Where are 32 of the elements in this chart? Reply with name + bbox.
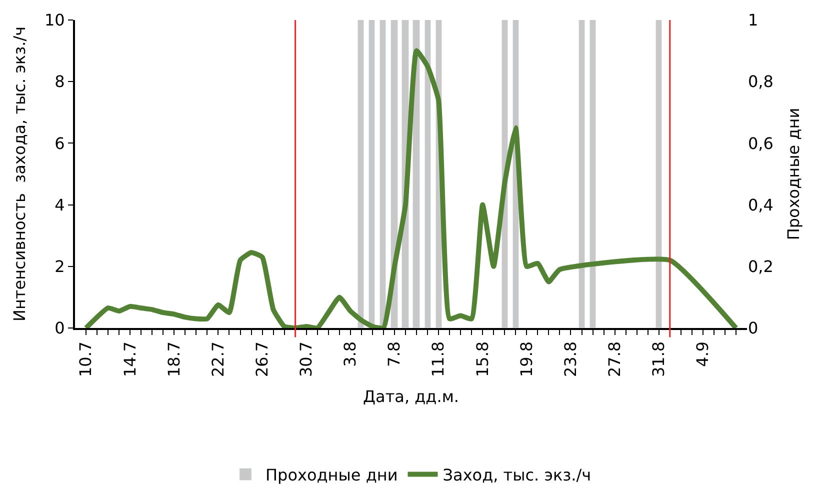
y-tick-label: 2 <box>54 257 65 276</box>
x-tick-label: 14.7 <box>120 341 140 378</box>
x-tick-label: 23.8 <box>560 341 580 378</box>
y-tick-label: 8 <box>54 72 65 92</box>
y-axis-title: Интенсивность захода, тыс. экз./ч <box>10 26 29 322</box>
y2-tick-label: 0,6 <box>748 134 774 153</box>
x-tick-label: 11.8 <box>428 341 448 378</box>
y-tick-label: 0 <box>54 318 65 338</box>
x-tick-label: 22.7 <box>208 341 228 378</box>
y2-tick-label: 0,4 <box>748 195 774 214</box>
y2-axis-title: Проходные дни <box>784 108 804 240</box>
legend-label: Проходные дни <box>266 466 398 484</box>
x-tick-label: 7.8 <box>384 341 404 367</box>
y2-tick-label: 0,8 <box>748 72 774 92</box>
x-tick-label: 27.8 <box>605 341 624 378</box>
y-tick-label: 4 <box>54 195 65 214</box>
legend-label: Заход, тыс. экз./ч <box>442 466 592 484</box>
x-tick-label: 30.7 <box>296 341 316 378</box>
y2-tick-label: 0,2 <box>748 257 774 276</box>
x-tick-label: 3.8 <box>340 341 360 367</box>
x-tick-label: 10.7 <box>76 341 96 378</box>
x-tick-label: 26.7 <box>252 341 272 378</box>
x-tick-label: 31.8 <box>649 341 668 378</box>
y-tick-label: 10 <box>44 10 65 30</box>
y2-tick-label: 0 <box>748 318 758 338</box>
y-tick-label: 6 <box>54 134 65 153</box>
x-tick-label: 18.7 <box>164 341 184 378</box>
x-tick-label: 19.8 <box>516 341 536 378</box>
x-tick-label: 4.9 <box>693 341 712 367</box>
x-axis-title: Дата, дд.м. <box>363 387 459 406</box>
x-tick-label: 15.8 <box>472 341 492 378</box>
y2-tick-label: 1 <box>748 10 758 30</box>
